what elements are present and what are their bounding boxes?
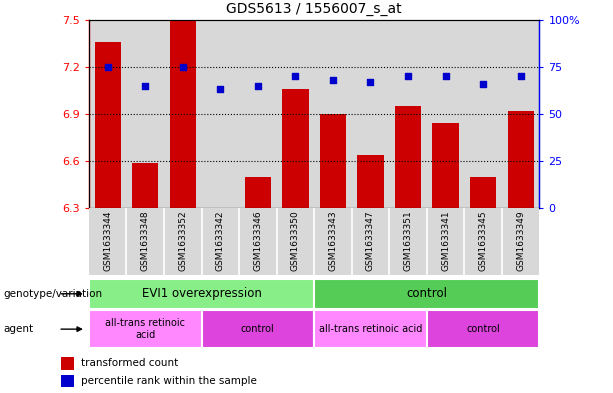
Point [291,73,300,79]
Bar [132,163,158,208]
Bar [126,208,164,275]
Point [215,86,225,93]
Bar [89,279,314,309]
Bar [164,20,202,208]
Bar [465,20,502,208]
Bar [427,20,465,208]
Bar [164,208,202,275]
Bar [352,208,389,275]
Text: GSM1633344: GSM1633344 [103,210,112,271]
Text: GSM1633350: GSM1633350 [291,210,300,271]
Point [516,73,525,79]
Bar [427,310,539,348]
Text: GSM1633351: GSM1633351 [403,210,413,271]
Text: GSM1633345: GSM1633345 [479,210,487,271]
Bar [314,208,352,275]
Bar [465,208,502,275]
Bar [126,20,164,208]
Text: EVI1 overexpression: EVI1 overexpression [142,287,262,300]
Text: control: control [466,324,500,334]
Point [178,64,188,70]
Text: GSM1633349: GSM1633349 [516,210,525,271]
Bar [202,208,239,275]
Point [253,83,263,89]
Bar [61,375,74,387]
Bar [389,20,427,208]
Point [103,64,113,70]
Bar [276,20,314,208]
Point [478,81,488,87]
Text: all-trans retinoic
acid: all-trans retinoic acid [105,318,185,340]
Text: GSM1633348: GSM1633348 [141,210,150,271]
Bar [314,20,352,208]
Text: percentile rank within the sample: percentile rank within the sample [81,376,256,386]
Bar [276,208,314,275]
Point [403,73,413,79]
Text: GSM1633347: GSM1633347 [366,210,375,271]
Bar [202,20,239,208]
Text: agent: agent [3,324,33,334]
Point [140,83,150,89]
Bar [352,20,389,208]
Bar [61,357,74,369]
Point [441,73,451,79]
Bar [282,89,308,208]
Bar [245,177,271,208]
Bar [314,310,427,348]
Bar [89,310,202,348]
Point [365,79,375,85]
Text: GSM1633343: GSM1633343 [329,210,337,271]
Bar [389,208,427,275]
Title: GDS5613 / 1556007_s_at: GDS5613 / 1556007_s_at [226,2,402,16]
Text: GSM1633341: GSM1633341 [441,210,450,271]
Text: control: control [241,324,275,334]
Bar [202,310,314,348]
Bar [239,20,276,208]
Bar [89,20,126,208]
Bar [320,114,346,208]
Text: all-trans retinoic acid: all-trans retinoic acid [319,324,422,334]
Text: GSM1633346: GSM1633346 [253,210,262,271]
Bar [508,111,534,208]
Bar [94,42,121,208]
Text: genotype/variation: genotype/variation [3,289,102,299]
Bar [502,20,539,208]
Bar [170,20,196,208]
Text: control: control [406,287,447,300]
Bar [239,208,276,275]
Bar [432,123,459,208]
Bar [502,208,539,275]
Bar [470,177,497,208]
Text: GSM1633352: GSM1633352 [178,210,187,271]
Bar [395,106,421,208]
Bar [314,279,539,309]
Text: GSM1633342: GSM1633342 [216,210,225,271]
Bar [427,208,465,275]
Bar [89,208,126,275]
Bar [357,155,384,208]
Text: transformed count: transformed count [81,358,178,368]
Point [328,77,338,83]
